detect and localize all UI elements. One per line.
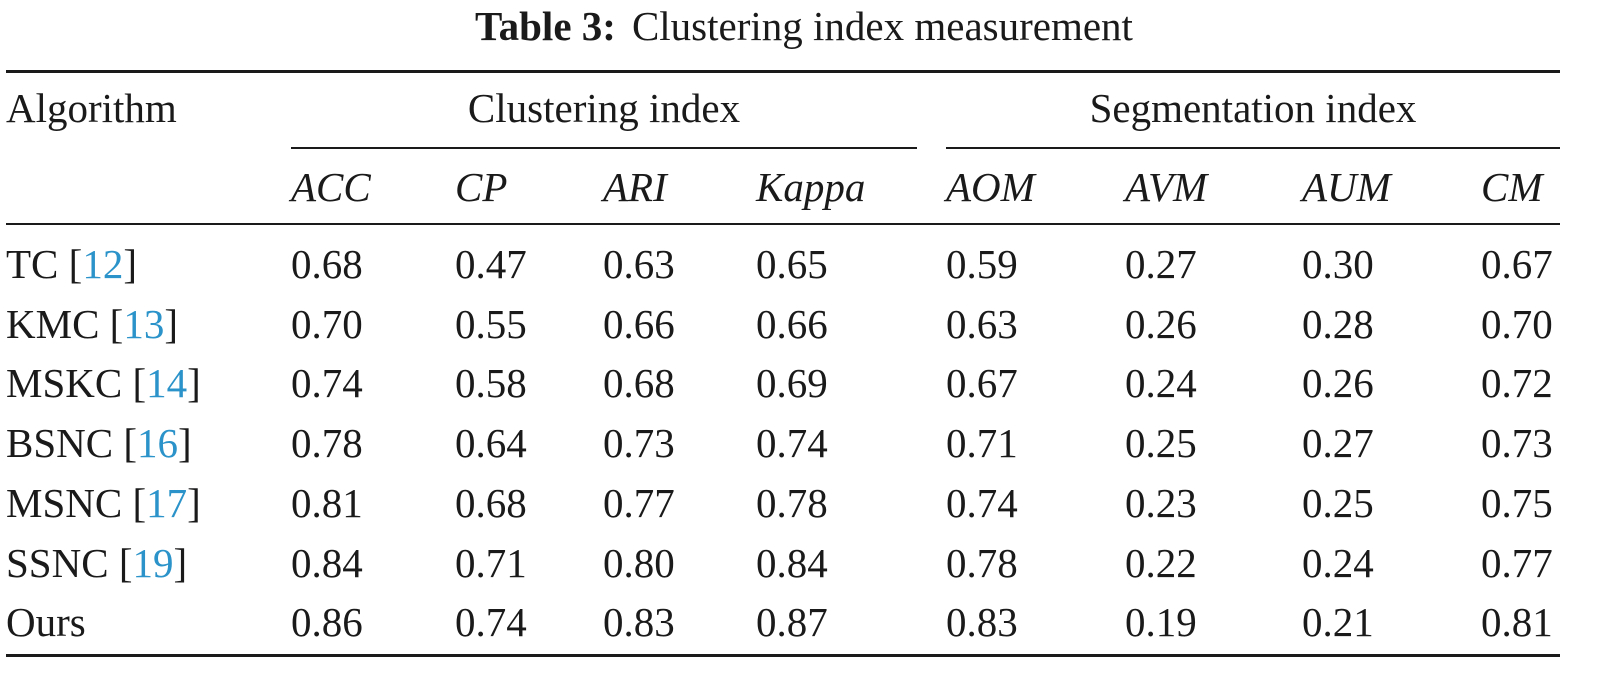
citation-link[interactable]: 17 — [146, 480, 188, 526]
table-cell-aum: 0.27 — [1302, 420, 1374, 466]
segmentation-group-rule — [946, 147, 1560, 149]
algorithm-name: MSNC — [6, 480, 123, 526]
column-header-cm: CM — [1481, 164, 1543, 210]
table-cell-kappa: 0.65 — [756, 241, 828, 287]
citation-link[interactable]: 19 — [132, 540, 174, 586]
table-cell-aom: 0.74 — [946, 480, 1018, 526]
table-cell-ari: 0.68 — [603, 360, 675, 406]
table-cell-avm: 0.23 — [1125, 480, 1197, 526]
table-cell-cp: 0.47 — [455, 241, 527, 287]
table-cell-ari: 0.80 — [603, 540, 675, 586]
table-cell-avm: 0.26 — [1125, 301, 1197, 347]
row-label: TC [12] — [6, 241, 137, 287]
algorithm-name: MSKC — [6, 360, 123, 406]
algorithm-name: TC — [6, 241, 59, 287]
header-bottom-rule — [6, 223, 1560, 225]
row-label: KMC [13] — [6, 301, 178, 347]
table-cell-cm: 0.70 — [1481, 301, 1553, 347]
table-cell-avm: 0.19 — [1125, 599, 1197, 645]
table-cell-cm: 0.67 — [1481, 241, 1553, 287]
table-cell-acc: 0.74 — [291, 360, 363, 406]
table-cell-cp: 0.71 — [455, 540, 527, 586]
table-cell-ari: 0.77 — [603, 480, 675, 526]
algorithm-name: BSNC — [6, 420, 114, 466]
table-cell-aom: 0.59 — [946, 241, 1018, 287]
table-cell-cm: 0.77 — [1481, 540, 1553, 586]
table-cell-avm: 0.24 — [1125, 360, 1197, 406]
algorithm-name: SSNC — [6, 540, 109, 586]
table-cell-cm: 0.75 — [1481, 480, 1553, 526]
column-header-aum: AUM — [1302, 164, 1391, 210]
table-cell-cp: 0.74 — [455, 599, 527, 645]
table-cell-kappa: 0.74 — [756, 420, 828, 466]
column-header-avm: AVM — [1125, 164, 1208, 210]
row-label: MSNC [17] — [6, 480, 201, 526]
table-cell-ari: 0.63 — [603, 241, 675, 287]
table-cell-aum: 0.21 — [1302, 599, 1374, 645]
table-cell-avm: 0.22 — [1125, 540, 1197, 586]
table-cell-acc: 0.78 — [291, 420, 363, 466]
row-label: SSNC [19] — [6, 540, 188, 586]
table-caption: Table 3: Clustering index measurement — [0, 2, 1608, 50]
citation-link[interactable]: 12 — [82, 241, 124, 287]
table-cell-aum: 0.30 — [1302, 241, 1374, 287]
table-cell-ari: 0.83 — [603, 599, 675, 645]
table-cell-aom: 0.67 — [946, 360, 1018, 406]
table-cell-ari: 0.66 — [603, 301, 675, 347]
citation-link[interactable]: 16 — [137, 420, 179, 466]
clustering-index-header: Clustering index — [467, 85, 741, 131]
table-cell-avm: 0.27 — [1125, 241, 1197, 287]
column-header-aom: AOM — [946, 164, 1035, 210]
segmentation-index-header: Segmentation index — [1089, 85, 1417, 131]
algorithm-header: Algorithm — [6, 85, 177, 131]
table-cell-kappa: 0.66 — [756, 301, 828, 347]
table-cell-cp: 0.68 — [455, 480, 527, 526]
row-label: MSKC [14] — [6, 360, 201, 406]
top-rule — [6, 70, 1560, 73]
table-cell-aom: 0.71 — [946, 420, 1018, 466]
table-cell-acc: 0.68 — [291, 241, 363, 287]
algorithm-name: Ours — [6, 599, 86, 645]
table-cell-cm: 0.73 — [1481, 420, 1553, 466]
table-cell-avm: 0.25 — [1125, 420, 1197, 466]
table-cell-aum: 0.24 — [1302, 540, 1374, 586]
table-cell-acc: 0.84 — [291, 540, 363, 586]
table-cell-cm: 0.81 — [1481, 599, 1553, 645]
table-cell-aom: 0.83 — [946, 599, 1018, 645]
table-cell-kappa: 0.78 — [756, 480, 828, 526]
table-cell-kappa: 0.69 — [756, 360, 828, 406]
table-cell-cm: 0.72 — [1481, 360, 1553, 406]
table-cell-aom: 0.63 — [946, 301, 1018, 347]
row-label: Ours — [6, 598, 86, 646]
bottom-rule — [6, 654, 1560, 657]
table-cell-cp: 0.55 — [455, 301, 527, 347]
column-header-acc: ACC — [291, 164, 371, 210]
table-caption-text: Clustering index measurement — [631, 3, 1133, 49]
table-cell-acc: 0.81 — [291, 480, 363, 526]
table-cell-cp: 0.58 — [455, 360, 527, 406]
column-header-ari: ARI — [603, 164, 667, 210]
table-cell-acc: 0.86 — [291, 599, 363, 645]
table-cell-kappa: 0.84 — [756, 540, 828, 586]
row-label: BSNC [16] — [6, 420, 192, 466]
table-cell-aum: 0.28 — [1302, 301, 1374, 347]
table-caption-label: Table 3: — [475, 3, 616, 49]
table-cell-aum: 0.26 — [1302, 360, 1374, 406]
citation-link[interactable]: 14 — [146, 360, 188, 406]
table-cell-cp: 0.64 — [455, 420, 527, 466]
table-cell-aom: 0.78 — [946, 540, 1018, 586]
citation-link[interactable]: 13 — [123, 301, 165, 347]
clustering-group-rule — [291, 147, 917, 149]
algorithm-name: KMC — [6, 301, 100, 347]
column-header-kappa: Kappa — [756, 164, 866, 210]
column-header-cp: CP — [455, 164, 508, 210]
table-cell-aum: 0.25 — [1302, 480, 1374, 526]
table-cell-acc: 0.70 — [291, 301, 363, 347]
table-cell-ari: 0.73 — [603, 420, 675, 466]
table-cell-kappa: 0.87 — [756, 599, 828, 645]
